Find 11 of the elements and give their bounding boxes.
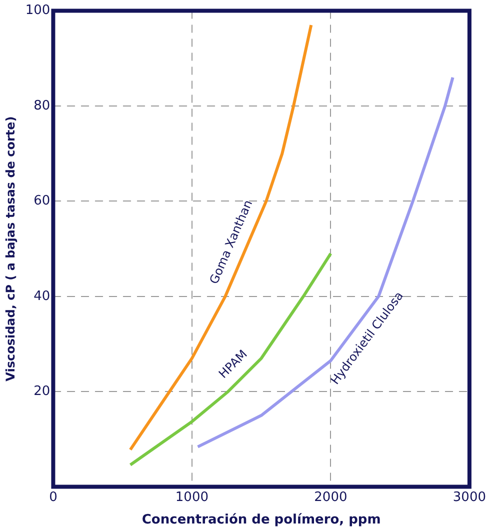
x-tick-label: 0 <box>49 490 58 505</box>
x-tick-label: 3000 <box>452 490 486 505</box>
y-tick-label: 100 <box>25 3 50 18</box>
x-axis-title: Concentración de polímero, ppm <box>142 512 381 528</box>
y-tick-label: 60 <box>34 194 50 209</box>
y-tick-label: 80 <box>34 98 50 114</box>
y-axis-title: Viscosidad, cP ( a bajas tasas de corte) <box>3 116 18 382</box>
x-tick-label: 2000 <box>314 490 348 505</box>
y-tick-label: 20 <box>34 384 50 399</box>
y-tick-label: 40 <box>34 288 50 304</box>
x-tick-label: 1000 <box>175 490 209 505</box>
